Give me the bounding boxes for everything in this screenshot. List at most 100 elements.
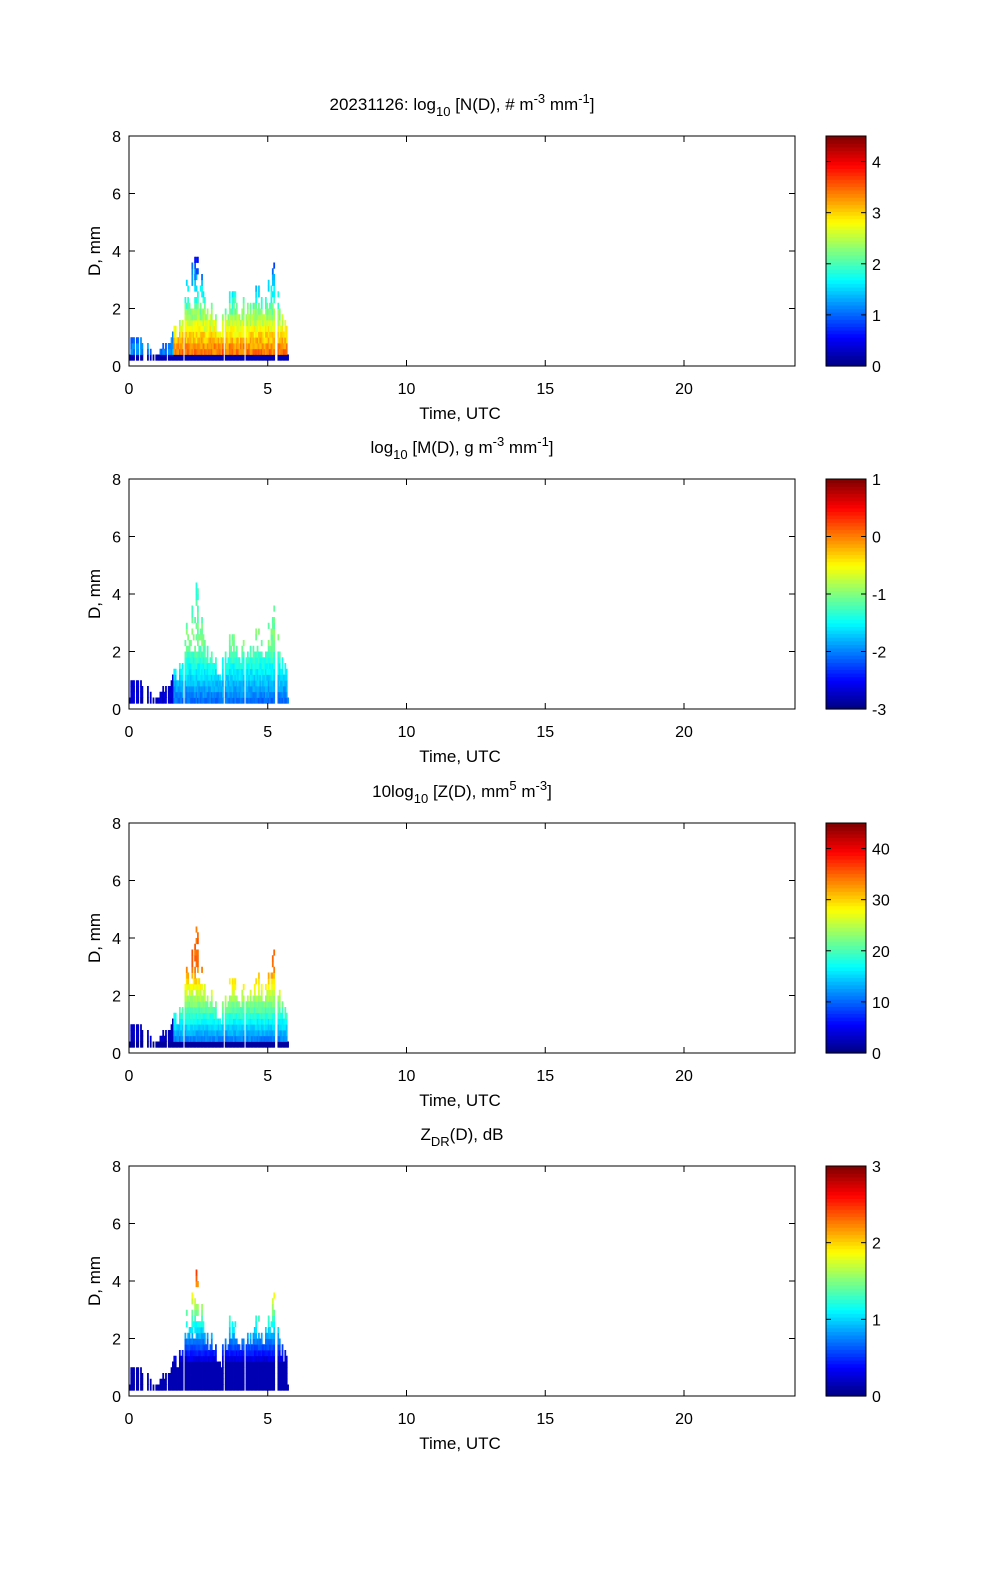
heatmap-cell [258, 686, 260, 693]
colorbar-segment [826, 1237, 866, 1243]
heatmap-cell [249, 1012, 252, 1019]
heatmap-cell [215, 325, 217, 332]
heatmap-cell [264, 343, 267, 350]
heatmap-cell [242, 640, 245, 647]
heatmap-cell [199, 1018, 202, 1025]
heatmap-cell [260, 691, 263, 698]
heatmap-cell [241, 1338, 244, 1345]
heatmap-cell [201, 1304, 203, 1311]
heatmap-cell [248, 668, 251, 675]
heatmap-cell [216, 331, 219, 338]
heatmap-cell [259, 308, 262, 315]
heatmap-cell [269, 989, 271, 996]
heatmap-cell [262, 674, 264, 681]
heatmap-cell [210, 320, 213, 327]
heatmap-cell [194, 1350, 196, 1357]
heatmap-cell [185, 1361, 188, 1368]
heatmap-cell [271, 1304, 274, 1311]
heatmap-cell [172, 1367, 174, 1374]
heatmap-cell [281, 1361, 284, 1368]
heatmap-cell [259, 1018, 262, 1025]
colorbar-segment [826, 658, 866, 663]
heatmap-cell [251, 320, 253, 327]
heatmap-cell [190, 1384, 192, 1391]
title-sub: 10 [393, 447, 407, 462]
heatmap-cell [227, 686, 230, 693]
heatmap-cell [215, 331, 217, 338]
heatmap-cell [237, 1030, 240, 1037]
heatmap-cell [281, 1024, 284, 1031]
heatmap-cell [196, 651, 199, 658]
heatmap-cell [281, 325, 284, 332]
colorbar-segment [826, 1201, 866, 1207]
heatmap-cell [259, 1001, 262, 1008]
heatmap-cell [208, 343, 210, 350]
heatmap-cell [194, 972, 196, 979]
heatmap-cell [203, 1373, 206, 1380]
y-tick-label: 6 [112, 187, 121, 204]
heatmap-cell [192, 337, 195, 344]
heatmap-cell [269, 1367, 271, 1374]
heatmap-cell [227, 314, 230, 321]
heatmap-cell [264, 1338, 267, 1345]
heatmap-cell [177, 1384, 180, 1391]
x-tick-label: 15 [536, 724, 554, 741]
heatmap-cell [201, 691, 203, 698]
heatmap-cell [226, 1355, 228, 1362]
heatmap-cell [248, 1367, 251, 1374]
heatmap-cell [196, 256, 199, 263]
heatmap-cell [285, 1355, 288, 1362]
heatmap-cell [191, 1007, 194, 1014]
heatmap-cell [195, 674, 198, 681]
heatmap-cell [191, 691, 194, 698]
title-mid2: mm [504, 438, 537, 457]
heatmap-cell [196, 331, 199, 338]
heatmap-cell [262, 348, 264, 355]
heatmap-cell [185, 1035, 188, 1042]
heatmap-cell [212, 1012, 215, 1019]
heatmap-cell [188, 1018, 191, 1025]
heatmap-cell [191, 1309, 194, 1316]
heatmap-cell [234, 1001, 237, 1008]
heatmap-cell [190, 331, 192, 338]
heatmap-cell [259, 680, 262, 687]
heatmap-cell [212, 663, 215, 670]
heatmap-cell [221, 686, 224, 693]
heatmap-cell [273, 657, 276, 664]
heatmap-cell [174, 1378, 177, 1385]
heatmap-cell [199, 697, 202, 704]
heatmap-cell [238, 680, 241, 687]
heatmap-cell [212, 691, 215, 698]
heatmap-cell [271, 1361, 274, 1368]
heatmap-cell [188, 325, 191, 332]
heatmap-cell [210, 668, 213, 675]
heatmap-cell [203, 680, 206, 687]
heatmap-cell [199, 1024, 202, 1031]
heatmap-cell [263, 1367, 266, 1374]
heatmap-cell [201, 1355, 203, 1362]
heatmap-cell [264, 651, 267, 658]
colorbar-segment [826, 315, 866, 320]
heatmap-cell [196, 268, 199, 275]
heatmap-cell [194, 668, 196, 675]
heatmap-cell [253, 1361, 256, 1368]
heatmap-cell [192, 1035, 195, 1042]
heatmap-cell [178, 1035, 181, 1042]
heatmap-cell [174, 325, 177, 332]
heatmap-cell [198, 680, 201, 687]
heatmap-cell [253, 354, 256, 361]
heatmap-cell [188, 1373, 191, 1380]
heatmap-cell [285, 343, 288, 350]
heatmap-cell [201, 1024, 203, 1031]
heatmap-cell [216, 1361, 219, 1368]
heatmap-cell [234, 297, 237, 304]
heatmap-cell [271, 1378, 274, 1385]
x-tick-label: 10 [398, 1068, 416, 1085]
heatmap-cell [230, 668, 233, 675]
heatmap-cell [201, 1378, 203, 1385]
heatmap-cell [187, 1030, 190, 1037]
heatmap-cell [202, 691, 205, 698]
heatmap-cell [130, 1367, 133, 1374]
heatmap-cell [209, 320, 212, 327]
